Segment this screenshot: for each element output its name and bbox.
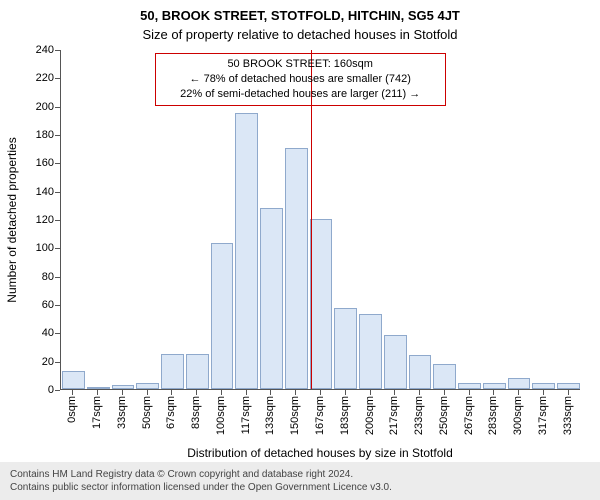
x-tick-mark — [493, 390, 494, 395]
y-tick-mark — [55, 277, 60, 278]
x-tick-mark — [370, 390, 371, 395]
x-tick-label: 200sqm — [364, 390, 376, 435]
x-tick-mark — [196, 390, 197, 395]
x-axis-label: Distribution of detached houses by size … — [60, 446, 580, 460]
x-tick-label: 17sqm — [91, 390, 103, 429]
x-tick-mark — [97, 390, 98, 395]
histogram-bar — [235, 113, 258, 389]
histogram-bar — [62, 371, 85, 389]
x-tick-label: 317sqm — [537, 390, 549, 435]
histogram-bar — [433, 364, 456, 390]
x-tick-mark — [171, 390, 172, 395]
x-tick-mark — [122, 390, 123, 395]
x-tick-mark — [270, 390, 271, 395]
page-title: 50, BROOK STREET, STOTFOLD, HITCHIN, SG5… — [0, 0, 600, 23]
x-tick-label: 283sqm — [487, 390, 499, 435]
histogram-bar — [186, 354, 209, 389]
x-tick-mark — [419, 390, 420, 395]
x-tick-label: 50sqm — [141, 390, 153, 429]
x-tick-label: 100sqm — [215, 390, 227, 435]
histogram-bar — [359, 314, 382, 389]
footer-line-1: Contains HM Land Registry data © Crown c… — [10, 468, 590, 481]
y-tick-mark — [55, 192, 60, 193]
x-tick-label: 33sqm — [116, 390, 128, 429]
page-subtitle: Size of property relative to detached ho… — [0, 23, 600, 42]
histogram-bar — [260, 208, 283, 389]
x-tick-label: 150sqm — [289, 390, 301, 435]
histogram-bar — [112, 385, 135, 389]
x-tick-mark — [345, 390, 346, 395]
y-tick-mark — [55, 248, 60, 249]
x-tick-mark — [72, 390, 73, 395]
x-tick-label: 117sqm — [240, 390, 252, 434]
x-tick-mark — [320, 390, 321, 395]
annotation-line-1: 50 BROOK STREET: 160sqm — [164, 57, 437, 72]
x-tick-label: 67sqm — [165, 390, 177, 429]
x-tick-mark — [394, 390, 395, 395]
histogram-bar — [508, 378, 531, 389]
histogram-chart: 50 BROOK STREET: 160sqm ← 78% of detache… — [60, 50, 580, 390]
x-tick-mark — [518, 390, 519, 395]
plot-area: 50 BROOK STREET: 160sqm ← 78% of detache… — [60, 50, 580, 390]
y-tick-mark — [55, 107, 60, 108]
y-tick-mark — [55, 220, 60, 221]
histogram-bar — [211, 243, 234, 389]
histogram-bar — [384, 335, 407, 389]
x-tick-label: 300sqm — [512, 390, 524, 435]
x-tick-mark — [295, 390, 296, 395]
x-tick-mark — [147, 390, 148, 395]
annotation-box: 50 BROOK STREET: 160sqm ← 78% of detache… — [155, 53, 446, 106]
y-tick-mark — [55, 78, 60, 79]
histogram-bar — [136, 383, 159, 389]
x-tick-label: 83sqm — [190, 390, 202, 429]
annotation-line-3: 22% of semi-detached houses are larger (… — [164, 87, 437, 102]
x-tick-mark — [568, 390, 569, 395]
y-tick-mark — [55, 390, 60, 391]
histogram-bar — [87, 387, 110, 389]
histogram-bar — [483, 383, 506, 389]
x-tick-label: 183sqm — [339, 390, 351, 435]
histogram-bar — [285, 148, 308, 389]
histogram-bar — [161, 354, 184, 389]
x-tick-label: 250sqm — [438, 390, 450, 435]
x-tick-label: 233sqm — [413, 390, 425, 435]
y-tick-mark — [55, 50, 60, 51]
y-tick-mark — [55, 135, 60, 136]
x-tick-mark — [246, 390, 247, 395]
x-tick-label: 133sqm — [264, 390, 276, 435]
x-tick-label: 333sqm — [562, 390, 574, 435]
x-tick-label: 267sqm — [463, 390, 475, 435]
x-tick-mark — [469, 390, 470, 395]
x-tick-label: 167sqm — [314, 390, 326, 435]
histogram-bar — [532, 383, 555, 389]
x-tick-label: 217sqm — [388, 390, 400, 435]
footer-line-2: Contains public sector information licen… — [10, 481, 590, 494]
footer-attribution: Contains HM Land Registry data © Crown c… — [0, 462, 600, 500]
y-tick-mark — [55, 333, 60, 334]
x-tick-mark — [444, 390, 445, 395]
x-tick-mark — [543, 390, 544, 395]
annotation-line-2: ← 78% of detached houses are smaller (74… — [164, 72, 437, 87]
y-tick-mark — [55, 362, 60, 363]
histogram-bar — [409, 355, 432, 389]
histogram-bar — [557, 383, 580, 389]
histogram-bar — [334, 308, 357, 389]
histogram-bar — [458, 383, 481, 389]
histogram-bar — [310, 219, 333, 389]
y-tick-mark — [55, 163, 60, 164]
y-tick-mark — [55, 305, 60, 306]
y-axis-label: Number of detached properties — [5, 137, 19, 302]
x-tick-mark — [221, 390, 222, 395]
